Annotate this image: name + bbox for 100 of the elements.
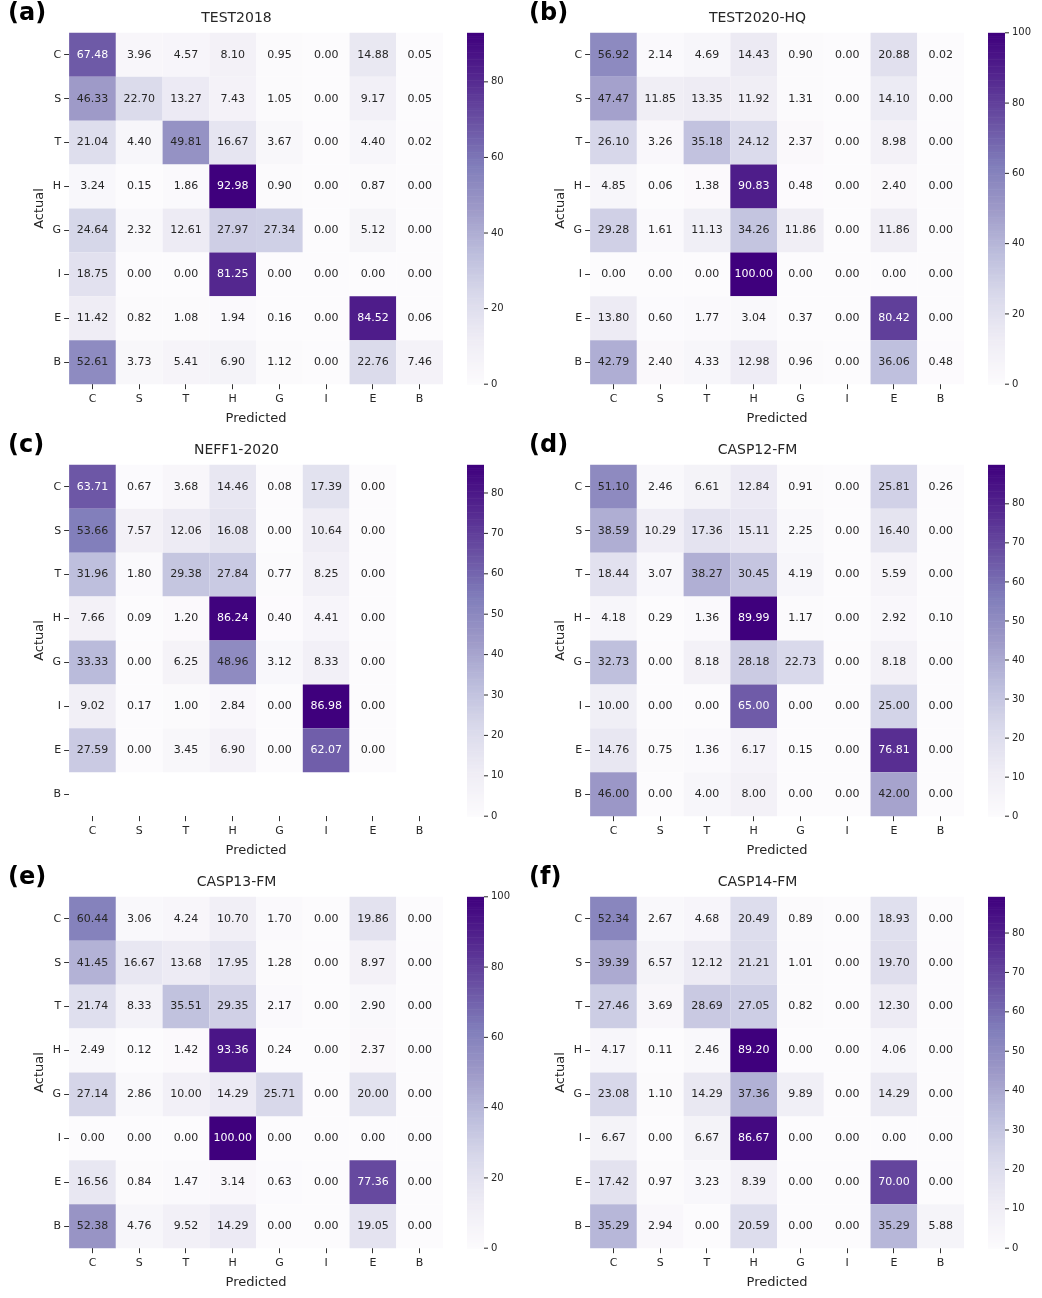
- data-label: 2.37: [788, 135, 813, 149]
- color-bar-label: 100: [491, 890, 511, 902]
- data-label: 41.45: [76, 955, 109, 969]
- data-label: 4.00: [694, 787, 720, 801]
- x-tick-label: I: [324, 823, 328, 837]
- data-label: 35.51: [170, 999, 202, 1013]
- data-label: 7.57: [126, 523, 152, 537]
- color-bar-label: 0: [491, 809, 498, 821]
- color-bar-label: 40: [1012, 653, 1025, 665]
- data-label: 0.00: [928, 567, 953, 581]
- y-tick-label: B: [53, 787, 62, 801]
- x-tick-label: T: [702, 1255, 711, 1269]
- x-tick-label: C: [609, 823, 618, 837]
- y-tick-label: G: [573, 1087, 583, 1101]
- data-label: 0.00: [173, 1131, 199, 1145]
- data-label: 0.00: [360, 655, 386, 669]
- color-bar-label: 20: [491, 728, 504, 740]
- x-tick-label: T: [181, 1255, 190, 1269]
- data-label: 0.00: [407, 1175, 432, 1189]
- data-label: 6.90: [220, 355, 245, 369]
- data-label: 2.86: [126, 1087, 152, 1101]
- data-label: 0.00: [267, 699, 292, 713]
- data-label: 5.88: [928, 1219, 953, 1233]
- x-tick-label: E: [890, 391, 898, 405]
- data-label: 3.04: [741, 311, 766, 325]
- x-axis-title: Predicted: [225, 1273, 287, 1289]
- y-axis-title: Actual: [552, 188, 568, 229]
- x-tick-label: T: [181, 823, 190, 837]
- data-label: 0.00: [360, 523, 386, 537]
- data-label: 8.18: [881, 655, 907, 669]
- data-label: 30.45: [737, 567, 770, 581]
- data-label: 0.00: [407, 1043, 432, 1057]
- data-label: 46.33: [76, 91, 109, 105]
- data-label: 9.52: [173, 1219, 199, 1233]
- data-label: 0.00: [313, 955, 339, 969]
- data-label: 1.01: [788, 955, 813, 969]
- y-tick-label: H: [573, 1043, 583, 1057]
- data-label: 0.00: [788, 787, 813, 801]
- data-label: 35.29: [597, 1219, 630, 1233]
- chart-title: CASP14-FM: [717, 873, 798, 890]
- y-tick-label: T: [574, 999, 583, 1013]
- data-label: 0.00: [881, 267, 907, 281]
- data-label: 22.73: [784, 655, 817, 669]
- data-label: 3.07: [647, 567, 673, 581]
- data-label: 3.73: [126, 355, 152, 369]
- color-bar-label: 60: [491, 567, 504, 579]
- data-label: 2.17: [267, 999, 292, 1013]
- data-label: 13.80: [597, 311, 630, 325]
- data-label: 14.76: [597, 743, 630, 757]
- data-label: 16.08: [216, 523, 249, 537]
- data-label: 17.42: [597, 1175, 630, 1189]
- data-label: 18.75: [76, 267, 109, 281]
- data-label: 0.00: [834, 1175, 860, 1189]
- color-bar-label: 30: [1012, 1123, 1025, 1135]
- data-label: 1.08: [173, 311, 199, 325]
- color-bar-label: 50: [491, 607, 504, 619]
- data-label: 0.00: [928, 135, 953, 149]
- data-label: 14.29: [691, 1087, 723, 1101]
- color-bar-label: 100: [1012, 26, 1032, 38]
- data-label: 0.89: [788, 911, 813, 925]
- y-tick-label: I: [578, 699, 583, 713]
- data-label: 13.27: [170, 91, 202, 105]
- data-label: 0.00: [313, 1219, 339, 1233]
- data-label: 0.48: [928, 355, 953, 369]
- data-label: 8.97: [360, 955, 386, 969]
- data-label: 6.90: [220, 743, 245, 757]
- x-tick-label: B: [415, 1255, 424, 1269]
- data-label: 0.63: [267, 1175, 292, 1189]
- x-tick-label: B: [415, 391, 424, 405]
- data-label: 81.25: [216, 267, 249, 281]
- data-label: 1.70: [267, 911, 292, 925]
- x-tick-label: T: [181, 391, 190, 405]
- data-label: 0.00: [834, 355, 860, 369]
- data-label: 0.08: [267, 479, 292, 493]
- data-label: 12.06: [170, 523, 202, 537]
- data-label: 0.00: [407, 223, 432, 237]
- data-label: 0.37: [788, 311, 813, 325]
- data-label: 0.00: [360, 1131, 386, 1145]
- data-label: 0.02: [928, 47, 953, 61]
- color-bar-label: 0: [1012, 809, 1019, 821]
- data-label: 52.61: [76, 355, 109, 369]
- data-label: 12.30: [878, 999, 910, 1013]
- data-label: 8.39: [741, 1175, 766, 1189]
- data-label: 2.40: [881, 179, 907, 193]
- data-label: 0.00: [80, 1131, 105, 1145]
- data-label: 4.76: [126, 1219, 152, 1233]
- color-bar-label: 0: [1012, 1241, 1019, 1253]
- data-label: 52.34: [597, 911, 630, 925]
- data-label: 12.84: [737, 479, 770, 493]
- data-label: 8.98: [881, 135, 907, 149]
- color-bar-label: 80: [491, 486, 504, 498]
- data-label: 0.00: [928, 1175, 953, 1189]
- data-label: 0.15: [788, 743, 813, 757]
- data-label: 0.00: [881, 1131, 907, 1145]
- data-label: 2.32: [126, 223, 152, 237]
- data-label: 0.00: [313, 267, 339, 281]
- data-label: 0.00: [834, 655, 860, 669]
- data-label: 0.00: [834, 1087, 860, 1101]
- y-tick-label: T: [574, 567, 583, 581]
- data-label: 1.17: [788, 611, 813, 625]
